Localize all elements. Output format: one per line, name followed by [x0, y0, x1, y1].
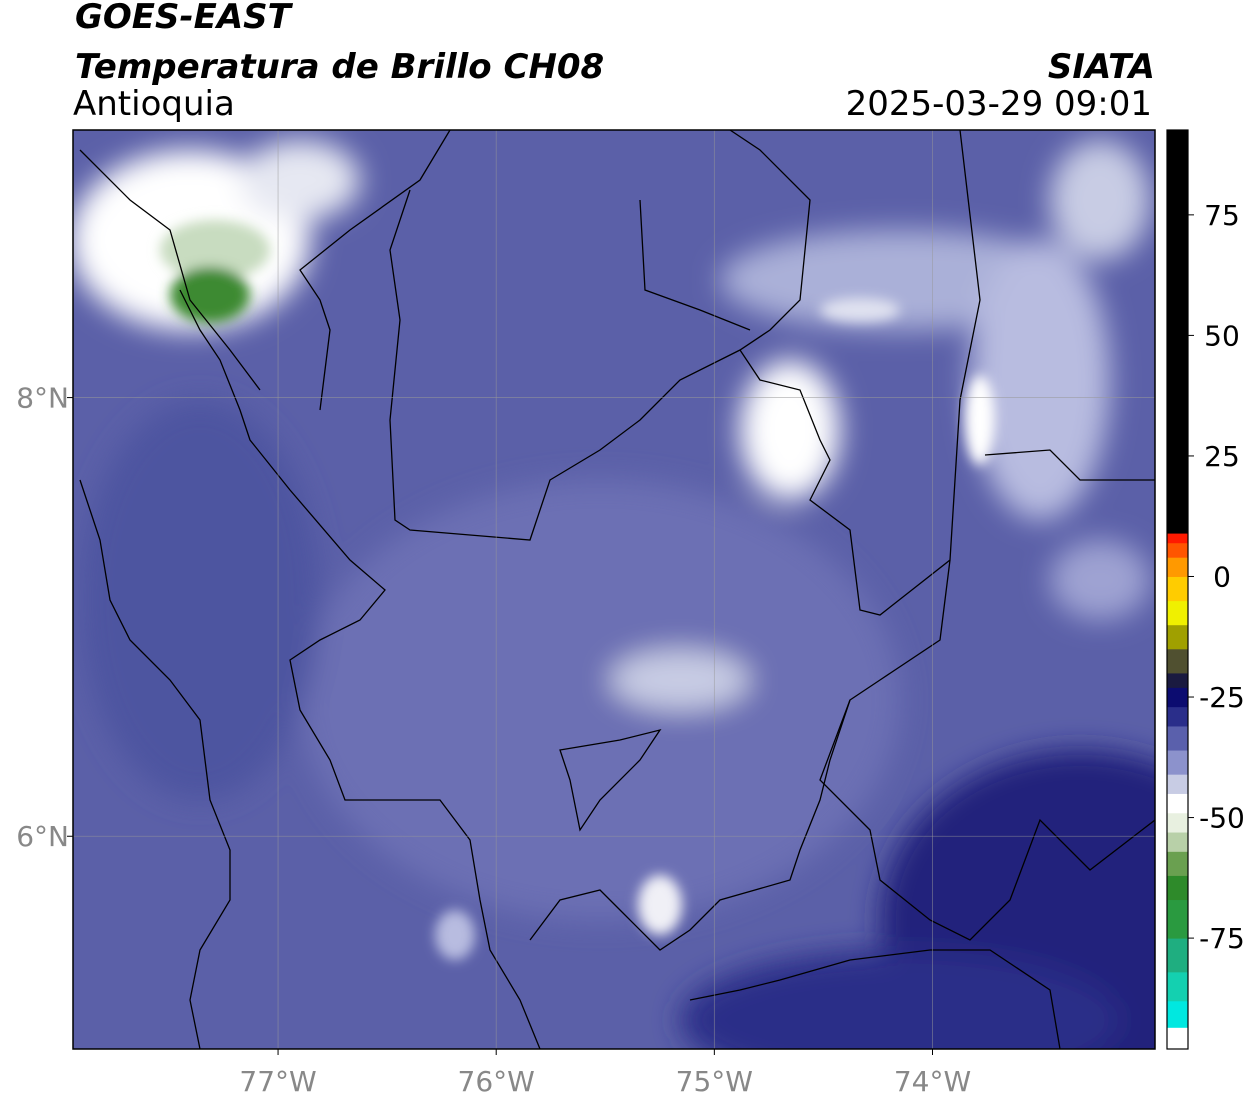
- subtitle: Temperatura de Brillo CH08: [75, 47, 604, 87]
- colorbar-segment: [1167, 851, 1188, 876]
- map-image: [73, 130, 1155, 1049]
- colorbar-segment: [1167, 533, 1188, 544]
- colorbar-tick-label: 0: [1213, 560, 1231, 593]
- colorbar: [1167, 130, 1188, 1050]
- colorbar-tick-label: 50: [1204, 319, 1240, 352]
- colorbar-segment: [1167, 542, 1188, 558]
- colorbar-segment: [1167, 600, 1188, 626]
- borders: [79, 130, 1155, 1049]
- map-frame: [72, 129, 1156, 1050]
- colorbar-segment: [1167, 624, 1188, 650]
- colorbar-segment: [1167, 687, 1188, 708]
- y-tick-label: 8°N: [16, 382, 69, 415]
- colorbar-segment: [1167, 832, 1188, 852]
- datetime: 2025-03-29 09:01: [846, 84, 1152, 124]
- colorbar-segment: [1167, 750, 1188, 775]
- colorbar-segment: [1167, 793, 1188, 814]
- colorbar-segment: [1167, 875, 1188, 901]
- colorbar-segment: [1167, 812, 1188, 833]
- colorbar-segment: [1167, 648, 1188, 674]
- colorbar-segment: [1167, 938, 1188, 973]
- x-tick-label: 75°W: [676, 1065, 753, 1098]
- grid: [73, 130, 1155, 1049]
- colorbar-segment: [1167, 725, 1188, 751]
- colorbar-segment: [1167, 1000, 1188, 1028]
- colorbar-tick-label: -50: [1199, 802, 1245, 835]
- colorbar-segment: [1167, 672, 1188, 688]
- colorbar-tick-label: -25: [1199, 681, 1245, 714]
- colorbar-tick-label: 25: [1204, 440, 1240, 473]
- colorbar-segment: [1167, 774, 1188, 794]
- colorbar-tick-label: -75: [1199, 922, 1245, 955]
- x-tick-label: 76°W: [458, 1065, 535, 1098]
- colorbar-frame: [1166, 129, 1189, 1050]
- colorbar-segment: [1167, 706, 1188, 727]
- x-tick-label: 74°W: [894, 1065, 971, 1098]
- region: Antioquia: [73, 84, 235, 124]
- colorbar-segment: [1167, 576, 1188, 602]
- colorbar-segment: [1167, 557, 1188, 577]
- colorbar-segment: [1167, 130, 1188, 534]
- title: GOES-EAST: [75, 0, 294, 37]
- colorbar-segment: [1167, 899, 1188, 939]
- x-tick-label: 77°W: [239, 1065, 316, 1098]
- colorbar-segment: [1167, 971, 1188, 1002]
- y-tick-label: 6°N: [16, 820, 69, 853]
- colorbar-segment: [1167, 1027, 1188, 1050]
- source: SIATA: [1048, 47, 1155, 87]
- colorbar-tick-label: 75: [1204, 199, 1240, 232]
